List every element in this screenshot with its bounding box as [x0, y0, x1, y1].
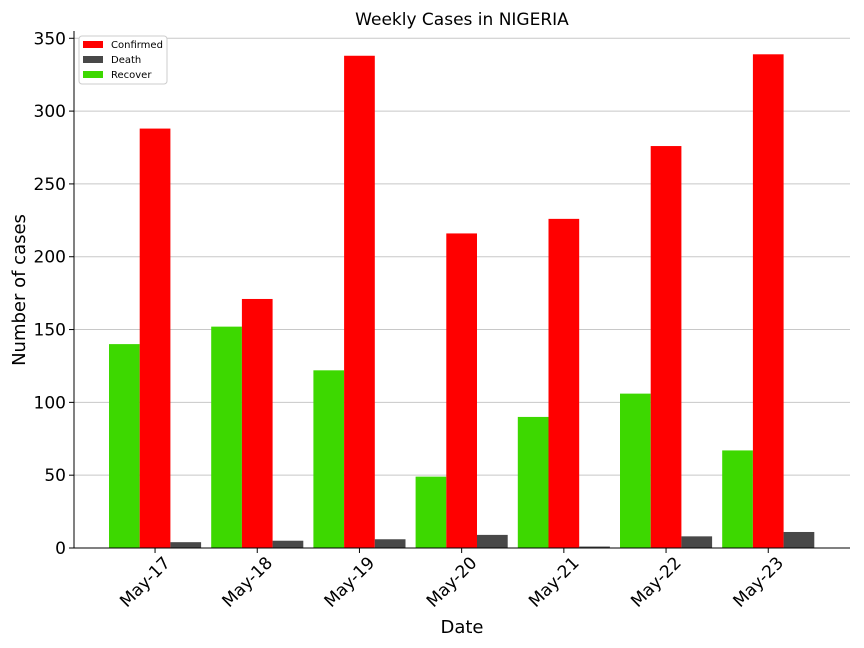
x-tick-label: May-18 — [219, 553, 277, 611]
bar-recover-may-17 — [109, 344, 140, 548]
y-tick-label: 250 — [34, 175, 66, 195]
y-tick-label: 200 — [34, 248, 66, 268]
legend-swatch-confirmed — [83, 41, 103, 48]
bar-recover-may-21 — [517, 416, 549, 548]
bar-confirmed-may-22 — [650, 146, 682, 548]
y-tick-label: 300 — [34, 102, 66, 122]
y-tick-label: 350 — [34, 29, 66, 49]
bar-confirmed-may-21 — [548, 218, 580, 548]
bar-confirmed-may-17 — [139, 128, 171, 548]
legend-swatch-death — [83, 56, 103, 63]
chart-title: Weekly Cases in NIGERIA — [355, 10, 569, 30]
x-axis-ticks: May-17 May-18 May-19 May-20 May-21 May-22 May-… — [116, 548, 788, 612]
bar-death-may-20 — [477, 534, 508, 548]
x-axis-label: Date — [440, 617, 483, 638]
bar-recover-may-19 — [313, 370, 345, 548]
bar-death-may-18 — [272, 540, 304, 548]
y-tick-label: 150 — [34, 321, 66, 341]
bar-recover-may-22 — [620, 393, 651, 548]
x-tick-label: May-19 — [321, 553, 379, 611]
bar-death-may-23 — [783, 531, 815, 548]
x-tick-label: May-21 — [525, 553, 583, 611]
bar-death-may-21 — [579, 546, 610, 548]
bar-confirmed-may-23 — [752, 54, 784, 549]
bar-confirmed-may-19 — [344, 55, 375, 548]
bar-death-may-19 — [374, 539, 406, 548]
bar-confirmed-may-18 — [241, 298, 273, 548]
x-tick-label: May-20 — [423, 553, 481, 611]
legend-label-confirmed: Confirmed — [111, 40, 163, 51]
bars — [109, 54, 815, 549]
legend-label-recover: Recover — [111, 70, 152, 81]
y-tick-label: 0 — [55, 539, 66, 559]
x-tick-label: May-22 — [627, 553, 685, 611]
y-axis-ticks: 0 50 100 150 200 250 300 350 — [34, 29, 74, 559]
bar-confirmed-may-20 — [446, 233, 477, 549]
bar-recover-may-20 — [415, 476, 447, 548]
x-tick-label: May-23 — [730, 553, 788, 611]
y-axis-label: Number of cases — [9, 214, 30, 366]
legend-swatch-recover — [83, 71, 103, 78]
legend: Confirmed Death Recover — [78, 35, 168, 85]
bar-recover-may-18 — [211, 326, 242, 548]
bar-death-may-17 — [170, 542, 202, 548]
y-tick-label: 100 — [34, 393, 66, 413]
bar-recover-may-23 — [722, 450, 753, 548]
bar-death-may-22 — [681, 536, 713, 548]
legend-label-death: Death — [111, 55, 141, 66]
x-tick-label: May-17 — [116, 553, 174, 611]
y-tick-label: 50 — [44, 466, 66, 486]
